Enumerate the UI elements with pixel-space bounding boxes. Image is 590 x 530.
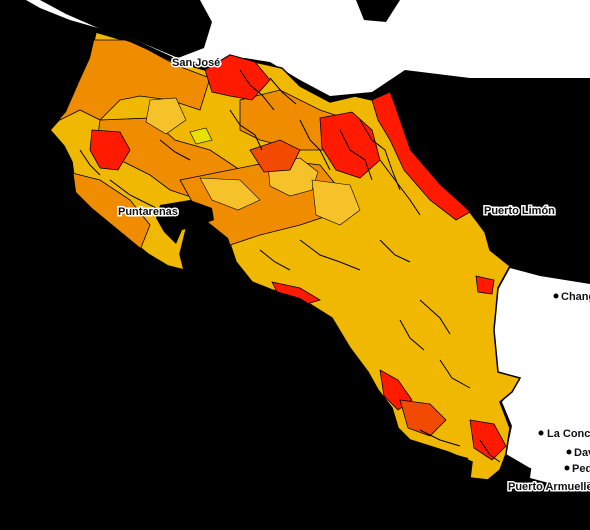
dot-puerto-armuelles [500,483,506,489]
dot-puntarenas [155,208,161,214]
dot-pedregal [564,465,570,471]
label-puerto-limon[interactable]: Puerto Limón [483,204,557,219]
zone-high-osa [399,399,447,437]
gulf-of-nicoya [156,200,214,244]
caribbean-inlet [356,0,400,22]
label-david[interactable]: David [573,446,590,461]
lake-nicaragua [40,0,212,58]
dot-david [566,449,572,455]
golfo-dulce [446,452,470,476]
zone-light-3 [199,177,261,211]
zone-very-high-south-2 [469,419,507,461]
zone-minor [189,127,213,145]
label-puntarenas[interactable]: Puntarenas [117,205,180,220]
zone-light-2 [311,179,361,226]
zone-light-4 [145,97,187,135]
dot-la-concepcion [538,430,544,436]
zone-very-high-nicoya [89,129,131,171]
chiriqui-coast-islands [530,458,590,486]
zone-very-high-east [475,275,495,295]
place-labels: San José Puerto Limón Puntarenas Changui… [117,56,590,495]
panama-landmass [494,268,590,474]
label-san-jose[interactable]: San José [171,56,222,71]
dot-changuinola [553,293,559,299]
zone-high-central [249,139,301,173]
label-changuinola[interactable]: Changuinola [560,290,590,305]
label-la-concepcion[interactable]: La Concepción [546,427,590,442]
dot-puerto-limon [475,207,481,213]
label-pedregal[interactable]: Pedregal [571,462,590,477]
hazard-zones [59,39,507,463]
label-puerto-armuelles[interactable]: Puerto Armuelles [507,480,590,495]
